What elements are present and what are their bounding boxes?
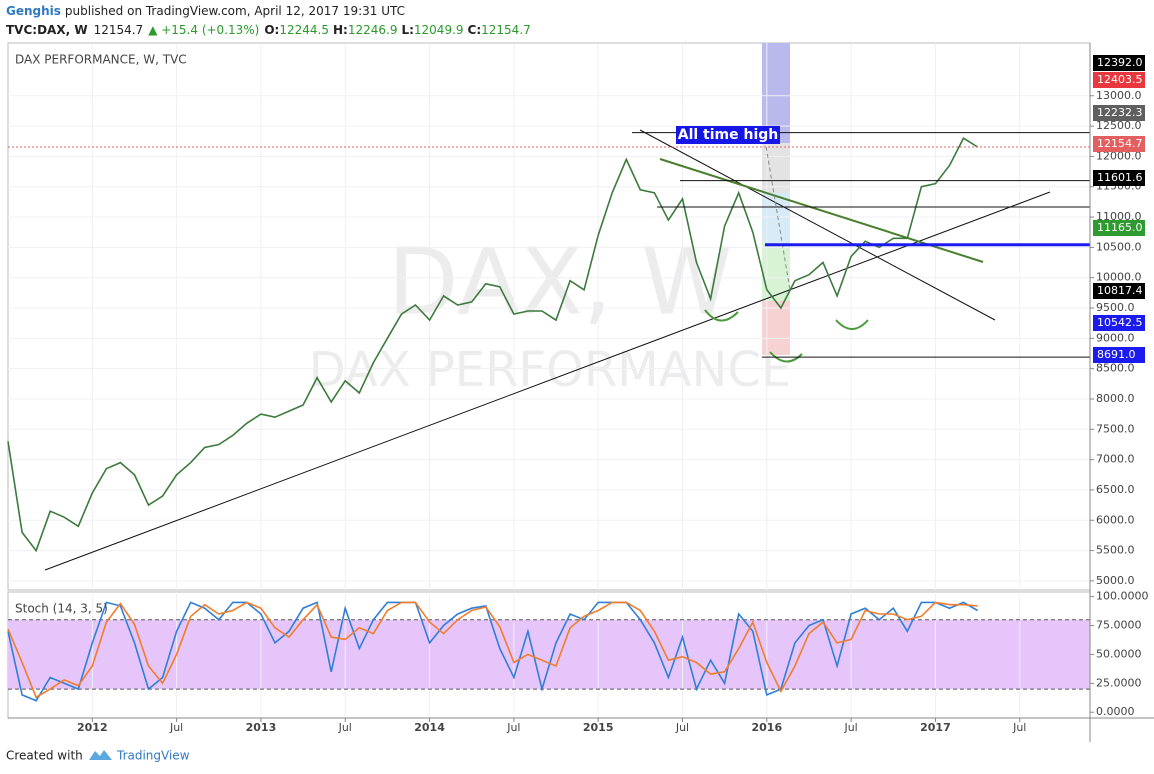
zone [762, 301, 790, 355]
x-tick-label: Jul [675, 721, 689, 734]
chart-title: DAX PERFORMANCE, W, TVC [15, 53, 187, 67]
x-tick-label: 2013 [246, 721, 277, 734]
shoulder-arc [704, 309, 739, 322]
y-tick-label: 7000.0 [1096, 453, 1135, 466]
price-tag-label: 12392.0 [1097, 56, 1143, 69]
footer-text: Created with [6, 749, 83, 763]
y-tick-label: 25.0000 [1096, 676, 1142, 689]
ohlc-value: 12154.7 [481, 23, 531, 37]
logo [89, 750, 112, 760]
price-tag [1093, 72, 1145, 88]
brand[interactable]: TradingView [116, 749, 190, 763]
y-tick-label: 5000.0 [1096, 574, 1135, 587]
price-tag [1093, 283, 1145, 299]
symbol: TVC:DAX, W [6, 23, 88, 37]
zone [762, 193, 790, 243]
ohlc-value: 12049.9 [414, 23, 464, 37]
published: published on TradingView.com, April 12, … [65, 4, 405, 18]
price-tag [1093, 220, 1145, 236]
price-tag-label: 10817.4 [1097, 284, 1143, 297]
y-tick-label: 10500.0 [1096, 240, 1142, 253]
series-line [7, 601, 978, 702]
plot [7, 132, 1090, 702]
y-tick-label: 7500.0 [1096, 422, 1135, 435]
price-tag [1093, 136, 1145, 152]
y-tick-label: 75.0000 [1096, 619, 1142, 632]
y-tick-label: 11000.0 [1096, 210, 1142, 223]
x-tick-label: Jul [843, 721, 857, 734]
watermark-subtitle: DAX PERFORMANCE [309, 342, 791, 398]
x-tick-label: 2012 [77, 721, 108, 734]
grid [8, 43, 1090, 718]
y-tick-label: 6000.0 [1096, 513, 1135, 526]
ohlc-value: 12244.5 [279, 23, 329, 37]
y-tick-label: 13000.0 [1096, 89, 1142, 102]
x-tick-label: 2017 [920, 721, 951, 734]
series-line [7, 601, 978, 699]
x-tick-label: Jul [506, 721, 520, 734]
x-tick-label: 2016 [751, 721, 782, 734]
y-tick-label: 12500.0 [1096, 119, 1142, 132]
x-tick-label: Jul [338, 721, 352, 734]
ohlc-key: O: [264, 23, 279, 37]
y-tick-label: 50.0000 [1096, 647, 1142, 660]
y-tick-label: 6500.0 [1096, 483, 1135, 496]
y-tick-label: 10000.0 [1096, 271, 1142, 284]
ohlc-key: C: [468, 23, 482, 37]
change: ▲ +15.4 (+0.13%) [148, 23, 259, 37]
x-tick-label: 2015 [583, 721, 614, 734]
annotation: All time high [678, 127, 779, 143]
y-tick-label: 12000.0 [1096, 149, 1142, 162]
price-tag-label: 11601.6 [1097, 171, 1143, 184]
zone [762, 143, 790, 193]
zone [762, 243, 790, 301]
watermark: DAX, W [388, 228, 733, 335]
y-tick-label: 9000.0 [1096, 331, 1135, 344]
shoulder-arc [835, 319, 869, 330]
price-tag [1093, 105, 1145, 121]
price-tag [1093, 55, 1145, 71]
x-tick-label: Jul [1012, 721, 1026, 734]
x-tick-label: Jul [169, 721, 183, 734]
y-tick-label: 5500.0 [1096, 544, 1135, 557]
price-tag-label: 12154.7 [1097, 137, 1143, 150]
trend-line [44, 191, 1051, 571]
y-tick-label: 8500.0 [1096, 362, 1135, 375]
trend-line [639, 129, 996, 321]
price-tag [1093, 347, 1145, 363]
ohlc-value: 12246.9 [348, 23, 398, 37]
x-tick-label: 2014 [414, 721, 445, 734]
y-tick-label: 0.0000 [1096, 705, 1135, 718]
annotation-box [676, 126, 780, 144]
price-tag [1093, 170, 1145, 186]
price-tag [1093, 315, 1145, 331]
y-tick-label: 100.0000 [1096, 590, 1149, 603]
price-tag-label: 8691.0 [1097, 348, 1136, 361]
y-tick-label: 8000.0 [1096, 392, 1135, 405]
price-tag-label: 12232.3 [1097, 106, 1143, 119]
axes: 2012 Jul 2013 Jul 2014 Jul 2015 Jul 2016 Jul 2017 J… [8, 43, 1154, 742]
y-tick-label: 9500.0 [1096, 301, 1135, 314]
price-tag-label: 11165.0 [1097, 221, 1143, 234]
price-tag-label: 10542.5 [1097, 316, 1143, 329]
ohlc-key: H: [333, 23, 348, 37]
ohlc-key: L: [401, 23, 413, 37]
last: 12154.7 [94, 23, 144, 37]
symbol-line: TVC:DAX, W 12154.7 ▲ +15.4 (+0.13%) O:12244… [6, 23, 531, 37]
series-line [7, 137, 979, 553]
header-line: Genghis published on TradingView.com, Apr… [6, 4, 405, 18]
head-arc [769, 351, 803, 363]
author[interactable]: Genghis [6, 4, 61, 18]
projection [764, 139, 791, 291]
price-tag-label: 12403.5 [1097, 73, 1143, 86]
stoch-band [8, 619, 1090, 690]
indicator-title: Stoch (14, 3, 5) [15, 602, 108, 616]
